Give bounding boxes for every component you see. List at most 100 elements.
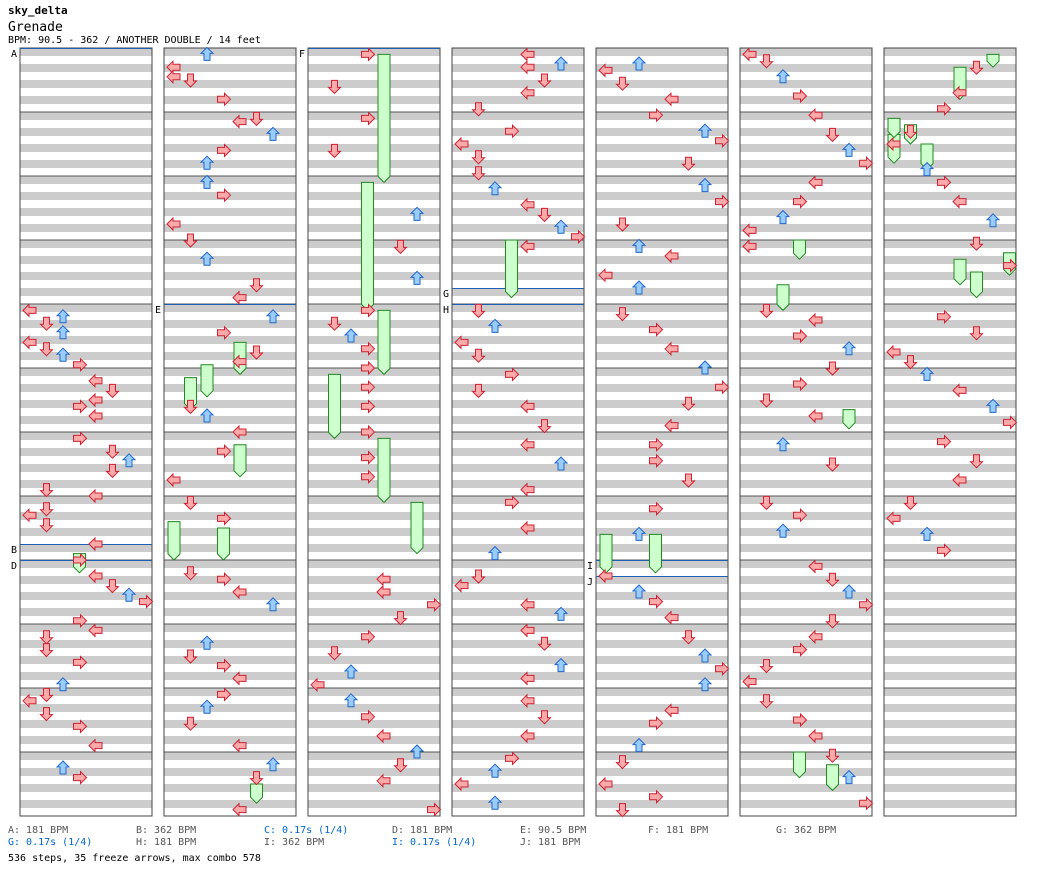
beat-stripe <box>308 144 440 152</box>
beat-stripe <box>164 752 296 760</box>
step-arrow <box>39 483 54 498</box>
beat-stripe <box>452 464 584 472</box>
step-arrow <box>808 408 823 424</box>
step-arrow <box>937 434 952 449</box>
beat-stripe <box>740 800 872 808</box>
step-arrow <box>217 658 232 673</box>
beat-stripe <box>308 544 440 552</box>
beat-stripe <box>20 688 152 696</box>
step-arrow <box>598 267 613 283</box>
beat-stripe <box>884 288 1016 296</box>
step-arrow <box>361 450 376 465</box>
beat-stripe <box>20 80 152 88</box>
beat-stripe <box>452 496 584 504</box>
step-arrow <box>105 383 120 399</box>
step-arrow <box>793 642 808 657</box>
beat-stripe <box>164 400 296 408</box>
step-arrow <box>793 712 808 728</box>
step-arrow <box>183 566 198 581</box>
beat-stripe <box>740 48 872 56</box>
step-arrow <box>520 597 535 613</box>
step-arrow <box>598 63 613 78</box>
step-arrow <box>520 482 535 497</box>
freeze-arrow <box>361 181 374 312</box>
beat-stripe <box>596 208 728 216</box>
beat-stripe <box>452 704 584 712</box>
step-arrow <box>649 789 664 805</box>
beat-stripe <box>740 784 872 792</box>
step-arrow <box>55 677 71 692</box>
beat-stripe <box>596 288 728 296</box>
step-arrow <box>409 744 425 759</box>
beat-stripe <box>20 64 152 72</box>
beat-stripe <box>452 112 584 120</box>
beat-stripe <box>308 368 440 376</box>
beat-stripe <box>164 128 296 136</box>
beat-stripe <box>164 336 296 344</box>
step-arrow <box>1003 258 1018 273</box>
beat-stripe <box>884 48 1016 56</box>
legend-entry: F: 181 BPM <box>648 825 709 836</box>
step-arrow <box>649 453 664 469</box>
step-arrow <box>537 636 552 651</box>
beat-stripe <box>596 432 728 440</box>
step-arrow <box>952 194 967 209</box>
step-arrow <box>166 216 181 232</box>
step-arrow <box>361 379 376 395</box>
beat-stripe <box>20 432 152 440</box>
step-arrow <box>952 85 967 101</box>
step-arrow <box>808 175 823 190</box>
freeze-arrow <box>233 444 247 478</box>
beat-stripe <box>596 336 728 344</box>
beat-stripe <box>452 560 584 568</box>
beat-stripe <box>308 432 440 440</box>
beat-stripe <box>596 160 728 168</box>
beat-stripe <box>596 272 728 280</box>
step-arrow <box>471 102 486 117</box>
freeze-arrow <box>649 533 662 574</box>
beat-stripe <box>884 480 1016 488</box>
step-arrow <box>199 46 215 61</box>
step-arrow <box>808 559 823 574</box>
step-arrow <box>487 318 503 333</box>
step-arrow <box>825 127 840 143</box>
step-arrow <box>393 239 408 255</box>
step-arrow <box>520 59 535 75</box>
beat-stripe <box>884 528 1016 536</box>
beat-stripe <box>452 160 584 168</box>
beat-stripe <box>452 416 584 424</box>
beat-stripe <box>308 96 440 104</box>
step-arrow <box>343 693 359 708</box>
beat-stripe <box>596 608 728 616</box>
step-arrow <box>505 123 520 139</box>
beat-stripe <box>452 400 584 408</box>
step-arrow <box>715 379 730 395</box>
step-arrow <box>505 367 520 382</box>
beat-stripe <box>884 224 1016 232</box>
step-arrow <box>361 360 376 376</box>
beat-stripe <box>164 368 296 376</box>
beat-stripe <box>596 144 728 152</box>
step-arrow <box>537 710 552 725</box>
beat-stripe <box>20 256 152 264</box>
beat-stripe <box>308 576 440 584</box>
beat-stripe <box>308 416 440 424</box>
beat-stripe <box>452 48 584 56</box>
step-arrow <box>361 469 376 485</box>
beat-stripe <box>884 208 1016 216</box>
beat-stripe <box>164 624 296 632</box>
beat-stripe <box>884 704 1016 712</box>
beat-stripe <box>884 64 1016 72</box>
step-arrow <box>697 648 713 663</box>
step-arrow <box>969 454 984 469</box>
beat-stripe <box>740 688 872 696</box>
step-arrow <box>199 408 215 423</box>
beat-stripe <box>884 688 1016 696</box>
freeze-arrow <box>776 284 790 312</box>
beat-stripe <box>164 768 296 776</box>
beat-stripe <box>740 208 872 216</box>
step-arrow <box>22 693 37 709</box>
beat-stripe <box>884 80 1016 88</box>
beat-stripe <box>884 464 1016 472</box>
beat-stripe <box>164 352 296 360</box>
